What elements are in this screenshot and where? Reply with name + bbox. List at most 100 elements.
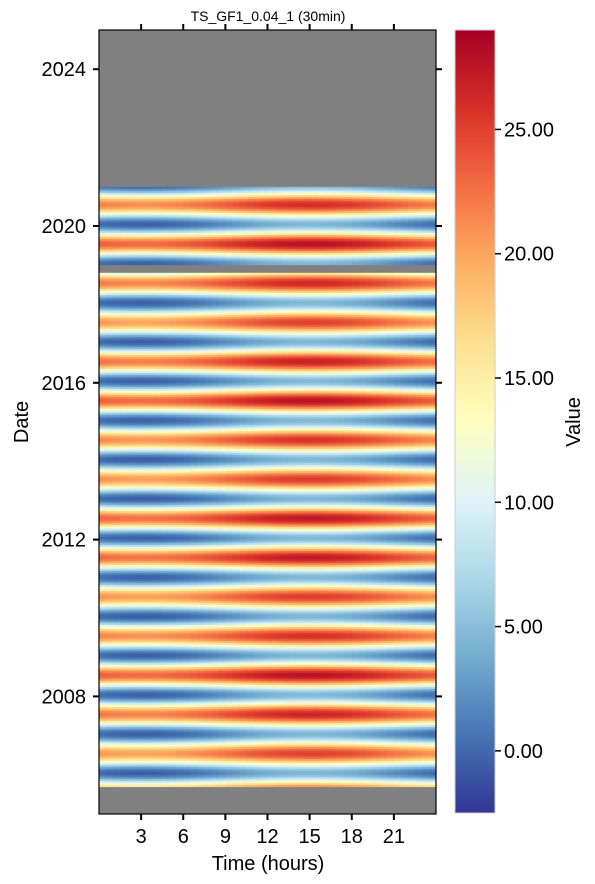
heatmap-cell: [358, 298, 367, 302]
heatmap-cell: [288, 278, 296, 282]
heatmap-cell: [190, 242, 198, 246]
heatmap-cell: [309, 284, 317, 288]
heatmap-cell: [379, 218, 388, 222]
heatmap-cell: [127, 372, 135, 376]
heatmap-cell: [337, 204, 346, 208]
heatmap-cell: [393, 362, 402, 366]
heatmap-cell: [260, 396, 268, 400]
heatmap-cell: [281, 190, 289, 194]
heatmap-cell: [393, 336, 402, 340]
heatmap-cell: [309, 202, 317, 206]
heatmap-cell: [358, 326, 367, 330]
heatmap-cell: [351, 274, 360, 278]
heatmap-cell: [351, 346, 360, 350]
heatmap-cell: [218, 356, 226, 360]
heatmap-cell: [351, 202, 360, 206]
heatmap-cell: [407, 344, 416, 348]
heatmap-cell: [379, 262, 388, 266]
heatmap-cell: [134, 230, 142, 234]
heatmap-cell: [428, 380, 436, 384]
heatmap-cell: [372, 212, 381, 216]
heatmap-cell: [281, 192, 289, 196]
heatmap-cell: [232, 204, 240, 208]
heatmap-cell: [421, 350, 430, 354]
heatmap-cell: [183, 238, 191, 242]
heatmap-cell: [421, 214, 430, 218]
heatmap-cell: [386, 348, 395, 352]
heatmap-cell: [309, 302, 317, 306]
heatmap-cell: [288, 246, 296, 250]
heatmap-cell: [169, 372, 177, 376]
heatmap-cell: [386, 366, 395, 370]
heatmap-cell: [323, 388, 331, 392]
heatmap-cell: [190, 322, 198, 326]
heatmap-cell: [183, 220, 191, 224]
heatmap-cell: [99, 206, 107, 210]
heatmap-cell: [351, 218, 360, 222]
heatmap-cell: [232, 308, 240, 312]
heatmap-cell: [302, 224, 310, 228]
heatmap-cell: [344, 328, 353, 332]
heatmap-cell: [141, 332, 149, 336]
heatmap-cell: [141, 190, 149, 194]
heatmap-cell: [183, 374, 191, 378]
heatmap-cell: [400, 200, 409, 204]
heatmap-cell: [407, 276, 416, 280]
heatmap-cell: [316, 396, 324, 400]
heatmap-cell: [372, 396, 381, 400]
heatmap-cell: [225, 338, 233, 342]
heatmap-cell: [106, 258, 114, 262]
heatmap-cell: [211, 306, 219, 310]
heatmap-cell: [232, 218, 240, 222]
heatmap-cell: [274, 196, 282, 200]
heatmap-cell: [400, 308, 409, 312]
heatmap-cell: [316, 248, 324, 252]
heatmap-cell: [106, 212, 114, 216]
heatmap-cell: [393, 366, 402, 370]
heatmap-cell: [260, 272, 268, 276]
heatmap-cell: [106, 236, 114, 240]
heatmap-cell: [155, 230, 163, 234]
heatmap-cell: [225, 232, 233, 236]
heatmap-cell: [316, 280, 324, 284]
heatmap-cell: [99, 336, 107, 340]
heatmap-cell: [428, 214, 436, 218]
heatmap-cell: [302, 322, 310, 326]
heatmap-cell: [176, 304, 184, 308]
heatmap-cell: [106, 364, 114, 368]
heatmap-cell: [239, 228, 247, 232]
heatmap-cell: [141, 276, 149, 280]
heatmap-cell: [295, 234, 303, 238]
heatmap-cell: [141, 192, 149, 196]
heatmap-cell: [386, 186, 395, 190]
heatmap-cell: [372, 364, 381, 368]
heatmap-cell: [246, 214, 254, 218]
heatmap-cell: [323, 348, 331, 352]
heatmap-cell: [414, 198, 423, 202]
heatmap-cell: [197, 356, 205, 360]
heatmap-cell: [113, 376, 121, 380]
heatmap-cell: [428, 288, 436, 292]
heatmap-cell: [232, 272, 240, 276]
heatmap-cell: [344, 294, 353, 298]
heatmap-cell: [421, 208, 430, 212]
heatmap-cell: [421, 340, 430, 344]
heatmap-cell: [330, 274, 339, 278]
heatmap-cell: [169, 244, 177, 248]
heatmap-cell: [162, 198, 170, 202]
heatmap-cell: [337, 310, 346, 314]
heatmap-cell: [351, 232, 360, 236]
heatmap-cell: [232, 304, 240, 308]
heatmap-cell: [421, 356, 430, 360]
heatmap-cell: [386, 372, 395, 376]
heatmap-cell: [330, 282, 339, 286]
heatmap-cell: [197, 392, 205, 396]
heatmap-cell: [337, 194, 346, 198]
heatmap-cell: [99, 194, 107, 198]
heatmap-cell: [106, 194, 114, 198]
heatmap-cell: [351, 196, 360, 200]
heatmap-cell: [323, 346, 331, 350]
heatmap-cell: [260, 250, 268, 254]
heatmap-cell: [176, 376, 184, 380]
heatmap-cell: [351, 390, 360, 394]
